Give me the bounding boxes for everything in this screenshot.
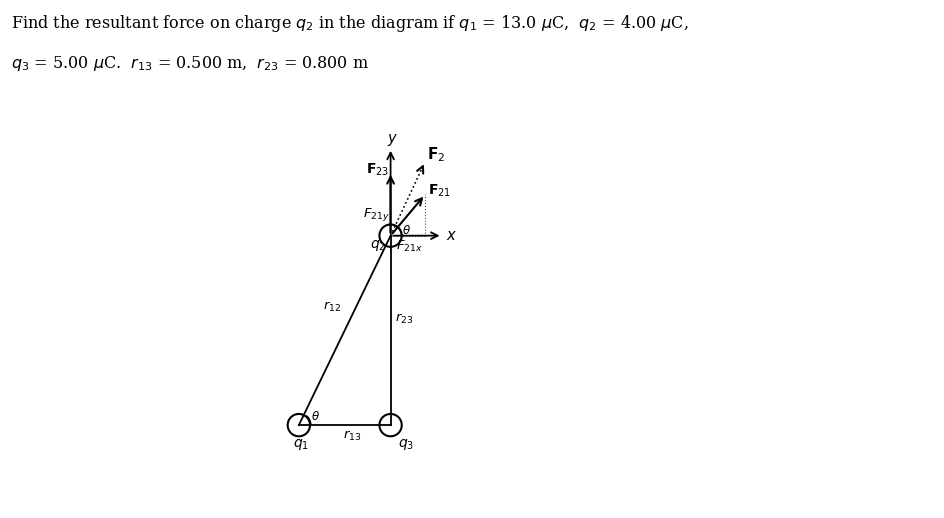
Text: $r_{12}$: $r_{12}$ xyxy=(323,299,341,313)
Text: $r_{13}$: $r_{13}$ xyxy=(343,429,361,443)
Text: $q_3$ = 5.00 $\mu$C.  $r_{13}$ = 0.500 m,  $r_{23}$ = 0.800 m: $q_3$ = 5.00 $\mu$C. $r_{13}$ = 0.500 m,… xyxy=(11,54,369,74)
Text: $F_{21y}$: $F_{21y}$ xyxy=(363,206,390,223)
Text: $q_2$: $q_2$ xyxy=(369,238,385,253)
Text: $q_3$: $q_3$ xyxy=(397,438,413,452)
Text: Find the resultant force on charge $q_2$ in the diagram if $q_1$ = 13.0 $\mu$C, : Find the resultant force on charge $q_2$… xyxy=(11,13,688,34)
Text: $\theta$: $\theta$ xyxy=(311,410,319,423)
Text: $r_{23}$: $r_{23}$ xyxy=(395,311,413,325)
Text: $\mathbf{F}_{21}$: $\mathbf{F}_{21}$ xyxy=(428,182,451,199)
Text: $\mathbf{F}_{23}$: $\mathbf{F}_{23}$ xyxy=(365,162,389,178)
Text: $y$: $y$ xyxy=(387,132,397,148)
Text: $\theta$: $\theta$ xyxy=(401,224,411,237)
Text: $\mathbf{F}_2$: $\mathbf{F}_2$ xyxy=(427,146,445,164)
Text: $F_{21x}$: $F_{21x}$ xyxy=(396,239,423,254)
Text: $x$: $x$ xyxy=(446,228,457,242)
Text: $q_1$: $q_1$ xyxy=(293,438,309,452)
